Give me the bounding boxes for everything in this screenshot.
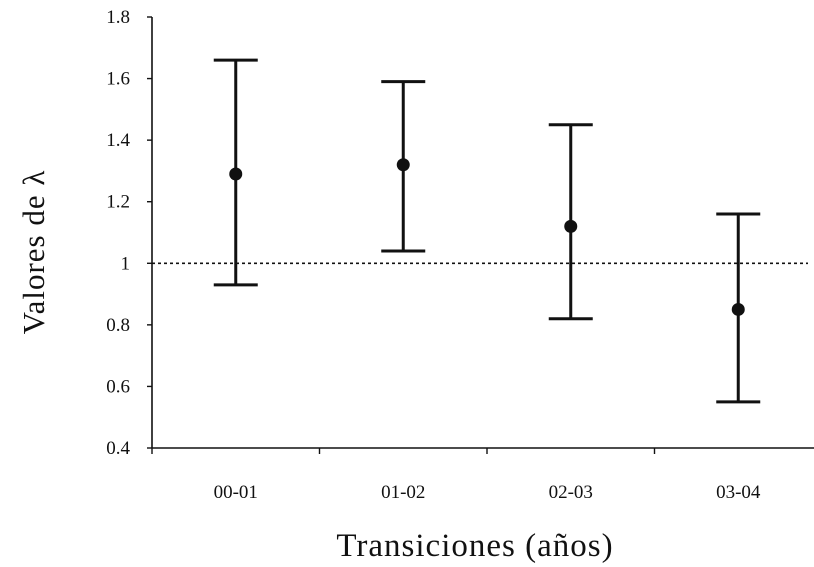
y-tick-labels: 0.4 0.6 0.8 1 1.2 1.4 1.6 1.8: [106, 7, 130, 459]
x-tick-label: 00-01: [214, 482, 258, 503]
data-marks: [213, 58, 761, 404]
data-point: [229, 167, 243, 181]
y-axis-title: Valores de λ: [16, 170, 51, 335]
y-tick-label: 0.4: [106, 438, 130, 459]
data-point: [731, 302, 745, 316]
y-tick-label: 1.4: [106, 130, 130, 151]
y-tick-label: 0.8: [106, 315, 130, 336]
data-point: [396, 158, 410, 172]
y-tick-label: 1.2: [106, 192, 130, 213]
y-tick-label: 0.6: [106, 376, 130, 397]
y-tick-label: 1: [121, 253, 131, 274]
x-tick-label: 03-04: [716, 482, 761, 503]
x-tick-label: 01-02: [381, 482, 425, 503]
y-tick-label: 1.6: [106, 69, 130, 90]
axes: [147, 16, 814, 454]
data-point: [564, 219, 578, 233]
y-tick-label: 1.8: [106, 7, 130, 28]
x-tick-labels: 00-01 01-02 02-03 03-04: [214, 482, 761, 503]
x-axis-title: Transiciones (años): [336, 528, 613, 564]
x-tick-label: 02-03: [549, 482, 593, 503]
